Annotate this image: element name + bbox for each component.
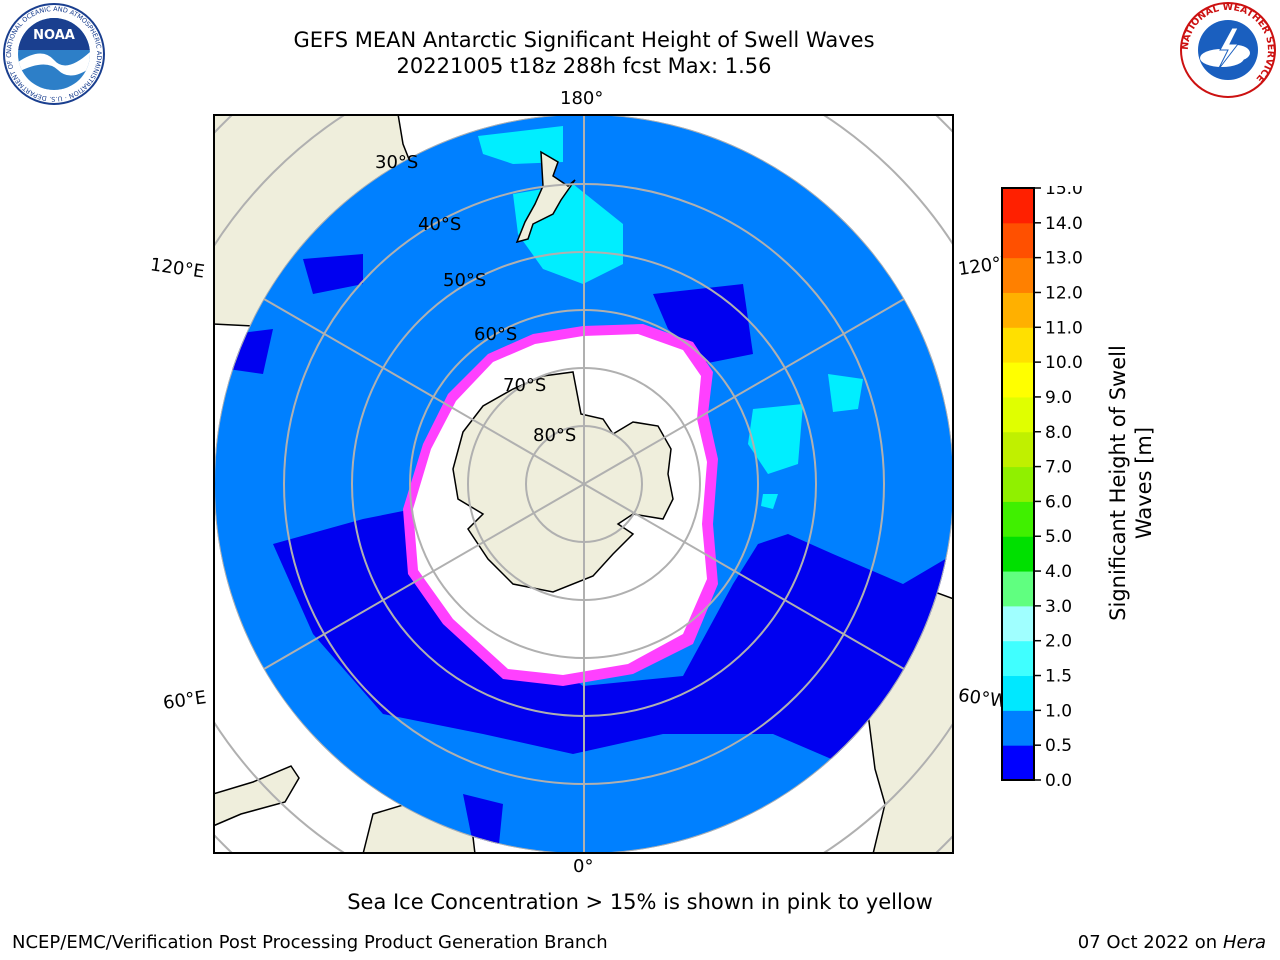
- colorbar-swatch: [1002, 257, 1034, 293]
- landmass-madagascar: [213, 765, 300, 827]
- colorbar-swatch: [1002, 675, 1034, 711]
- colorbar-tick-label: 15.0: [1045, 186, 1083, 199]
- polar-map: 30°S 40°S 50°S 60°S 70°S 80°S: [213, 114, 954, 854]
- lat-label-70s: 70°S: [503, 375, 546, 396]
- colorbar-swatch: [1002, 536, 1034, 572]
- lon-label-180: 180°: [560, 88, 604, 109]
- colorbar-ticks: 0.0 0.5 1.0 1.5 2.0 3.0 4.0 5.0 6.0 7.0 8.0 9.0 10.0…: [1034, 186, 1083, 786]
- colorbar-tick-label: 13.0: [1045, 249, 1083, 269]
- noaa-logo: NATIONAL OCEANIC AND ATMOSPHERIC ADMINIS…: [2, 2, 105, 105]
- colorbar: 0.0 0.5 1.0 1.5 2.0 3.0 4.0 5.0 6.0 7.0 8.0 9.0 10.0…: [1001, 186, 1083, 786]
- colorbar-swatch: [1002, 466, 1034, 502]
- colorbar-swatch: [1002, 571, 1034, 607]
- svg-text:NOAA: NOAA: [33, 28, 75, 43]
- colorbar-tick-label: 0.5: [1045, 736, 1072, 756]
- colorbar-tick-label: 6.0: [1045, 492, 1072, 512]
- lon-label-120e: 120°E: [148, 254, 206, 283]
- colorbar-tick-label: 9.0: [1045, 388, 1072, 408]
- colorbar-tick-label: 2.0: [1045, 632, 1072, 652]
- lat-label-80s: 80°S: [533, 425, 576, 446]
- colorbar-swatch: [1002, 710, 1034, 746]
- colorbar-tick-label: 5.0: [1045, 527, 1072, 547]
- colorbar-swatch: [1002, 431, 1034, 468]
- colorbar-swatch: [1002, 396, 1034, 433]
- colorbar-title: Significant Height of Swell Waves [m]: [1106, 345, 1156, 621]
- colorbar-tick-label: 10.0: [1045, 353, 1083, 373]
- graticule: [214, 114, 954, 854]
- lon-label-60e: 60°E: [161, 687, 208, 714]
- colorbar-tick-label: 8.0: [1045, 423, 1072, 443]
- colorbar-tick-label: 3.0: [1045, 597, 1072, 617]
- colorbar-swatch: [1002, 605, 1034, 642]
- map-subtitle: 20221005 t18z 288h fcst Max: 1.56: [396, 54, 772, 78]
- colorbar-tick-label: 0.0: [1045, 771, 1072, 786]
- colorbar-swatch: [1002, 222, 1034, 259]
- colorbar-tick-label: 14.0: [1045, 214, 1083, 234]
- lat-label-40s: 40°S: [418, 214, 461, 235]
- footer-date-text: 07 Oct 2022 on: [1077, 932, 1218, 953]
- colorbar-swatch: [1002, 188, 1034, 224]
- colorbar-swatch: [1002, 745, 1034, 781]
- footer-organization: NCEP/EMC/Verification Post Processing Pr…: [12, 932, 608, 953]
- sea-ice-caption: Sea Ice Concentration > 15% is shown in …: [347, 890, 933, 914]
- map-frame: [213, 114, 954, 854]
- landmass-antarctica: [452, 371, 674, 593]
- lat-label-60s: 60°S: [474, 324, 517, 345]
- map-title: GEFS MEAN Antarctic Significant Height o…: [293, 28, 875, 52]
- landmass-new-zealand: [515, 150, 576, 244]
- colorbar-tick-label: 7.0: [1045, 458, 1072, 478]
- colorbar-swatch: [1002, 362, 1034, 398]
- colorbar-swatch: [1002, 501, 1034, 537]
- colorbar-swatch: [1002, 640, 1034, 677]
- colorbar-outline: [1001, 187, 1035, 781]
- lon-label-60w: 60°W: [956, 684, 1006, 713]
- colorbar-tick-label: 11.0: [1045, 318, 1083, 338]
- colorbar-swatch: [1002, 327, 1034, 363]
- latitude-labels: 30°S 40°S 50°S 60°S 70°S 80°S: [375, 152, 576, 446]
- lat-label-50s: 50°S: [443, 270, 486, 291]
- nws-logo: NATIONAL WEATHER SERVICE: [1180, 2, 1276, 98]
- lat-label-30s: 30°S: [375, 152, 418, 173]
- colorbar-tick-label: 12.0: [1045, 283, 1083, 303]
- colorbar-swatch: [1002, 292, 1034, 328]
- lon-label-0: 0°: [573, 856, 594, 877]
- colorbar-swatches: [1002, 188, 1034, 781]
- colorbar-tick-label: 1.0: [1045, 701, 1072, 721]
- colorbar-tick-label: 4.0: [1045, 562, 1072, 582]
- lon-label-120w: 120°W: [956, 252, 1006, 281]
- colorbar-tick-label: 1.5: [1045, 667, 1072, 687]
- footer-date: 07 Oct 2022 on Hera: [1078, 932, 1266, 953]
- footer-host: Hera: [1222, 932, 1266, 953]
